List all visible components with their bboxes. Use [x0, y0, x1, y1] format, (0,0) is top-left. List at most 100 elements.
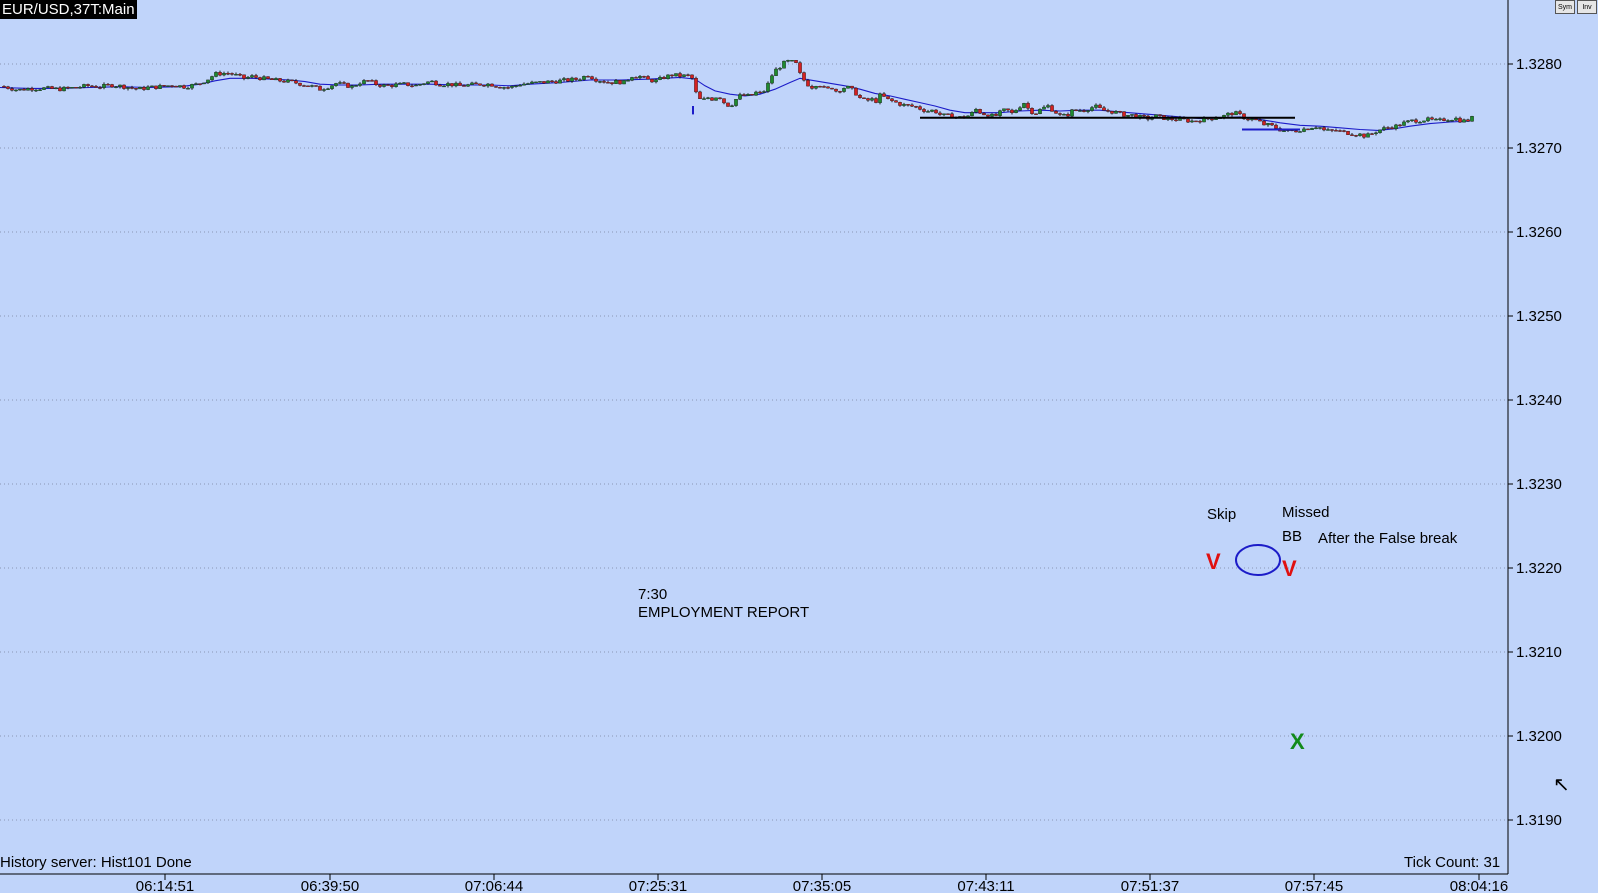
candle-up	[622, 80, 626, 85]
candle-down	[834, 88, 838, 92]
v-marker-2: V	[1282, 556, 1297, 581]
candle-up	[202, 82, 206, 85]
candle-down	[1274, 124, 1278, 129]
candle-down	[1466, 119, 1470, 122]
candle-up	[102, 83, 106, 88]
candle-up	[786, 60, 790, 62]
candle-down	[1322, 127, 1326, 131]
candle-up	[626, 80, 630, 82]
candle-down	[634, 77, 638, 79]
candle-down	[618, 79, 622, 85]
candle-down	[1262, 120, 1266, 126]
candle-up	[486, 83, 490, 87]
candle-down	[266, 76, 270, 79]
candle-down	[1370, 133, 1374, 135]
candle-up	[1378, 129, 1382, 133]
candle-down	[494, 86, 498, 88]
x-tick-label: 08:04:16	[1450, 878, 1508, 893]
candle-down	[1350, 134, 1354, 136]
candle-up	[1318, 127, 1322, 129]
y-tick-label: 1.3260	[1516, 224, 1562, 241]
y-tick-label: 1.3210	[1516, 644, 1562, 661]
candle-down	[850, 85, 854, 89]
candle-up	[1422, 120, 1426, 123]
candle-down	[478, 83, 482, 86]
candle-up	[558, 79, 562, 84]
candle-down	[98, 87, 102, 89]
candle-down	[662, 76, 666, 79]
candle-up	[766, 82, 770, 92]
candle-up	[138, 86, 142, 90]
candle-down	[1066, 113, 1070, 117]
candle-down	[1414, 119, 1418, 123]
candle-down	[226, 72, 230, 75]
candle-down	[434, 80, 438, 86]
candle-up	[470, 82, 474, 85]
candle-down	[1338, 130, 1342, 132]
candle-up	[1434, 118, 1438, 121]
candle-down	[198, 83, 202, 85]
candle-down	[986, 114, 990, 117]
candle-down	[1198, 120, 1202, 123]
candle-up	[870, 98, 874, 101]
candle-up	[770, 75, 774, 84]
candle-down	[306, 85, 310, 88]
candle-down	[1110, 110, 1114, 114]
candle-up	[658, 76, 662, 80]
candle-up	[1126, 114, 1130, 117]
candle-up	[546, 80, 550, 84]
candle-up	[1114, 111, 1118, 114]
candle-up	[754, 91, 758, 96]
candle-down	[1342, 130, 1346, 132]
candle-up	[1250, 118, 1254, 121]
symbol-button[interactable]: Sym	[1555, 0, 1575, 14]
y-tick-label: 1.3200	[1516, 728, 1562, 745]
candle-up	[1190, 120, 1194, 123]
candle-up	[206, 79, 210, 84]
candle-down	[890, 98, 894, 101]
candle-down	[134, 87, 138, 90]
inverse-button[interactable]: Inv	[1577, 0, 1597, 14]
candle-down	[994, 113, 998, 116]
candle-up	[974, 108, 978, 113]
candle-down	[238, 73, 242, 76]
candle-down	[182, 85, 186, 89]
candle-down	[58, 87, 62, 92]
candle-down	[1458, 117, 1462, 123]
candle-up	[250, 75, 254, 78]
candle-up	[682, 74, 686, 77]
candle-down	[390, 84, 394, 87]
candle-down	[162, 85, 166, 87]
candle-up	[1394, 124, 1398, 130]
candle-up	[1266, 123, 1270, 126]
candle-up	[150, 85, 154, 88]
candle-down	[2, 86, 6, 88]
candle-down	[498, 86, 502, 89]
candle-up	[1366, 133, 1370, 138]
candle-down	[122, 84, 126, 89]
candle-down	[482, 84, 486, 87]
candle-up	[1002, 108, 1006, 111]
candle-up	[402, 82, 406, 84]
candle-down	[1098, 104, 1102, 108]
candle-down	[410, 85, 414, 87]
report-time-label: 7:30	[638, 586, 667, 603]
candle-up	[1298, 131, 1302, 133]
history-status: History server: Hist101 Done	[0, 854, 192, 871]
candle-down	[406, 82, 410, 86]
candle-down	[242, 74, 246, 79]
candle-down	[1030, 107, 1034, 114]
candle-down	[906, 104, 910, 106]
candle-up	[582, 75, 586, 80]
candle-up	[70, 86, 74, 89]
candle-down	[586, 75, 590, 78]
candle-up	[1462, 119, 1466, 123]
candle-down	[1186, 118, 1190, 123]
candle-up	[358, 83, 362, 86]
candle-down	[1122, 111, 1126, 117]
candle-down	[302, 85, 306, 87]
candle-down	[342, 82, 346, 84]
v-marker-1: V	[1206, 549, 1221, 574]
